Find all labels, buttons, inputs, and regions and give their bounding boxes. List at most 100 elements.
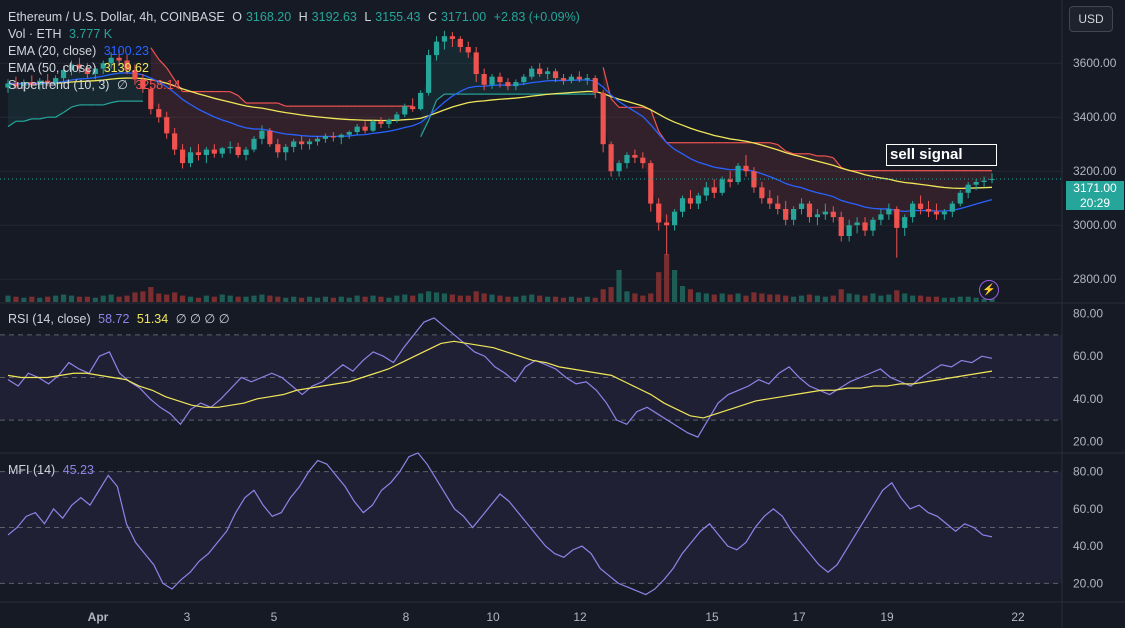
volume-bar	[965, 296, 971, 302]
supertrend-fill	[817, 155, 826, 216]
price-axis-label: 2800.00	[1073, 272, 1117, 286]
volume-bar	[481, 293, 487, 302]
volume-bar	[910, 295, 916, 302]
supertrend-fill	[960, 170, 969, 199]
volume-bar	[878, 295, 884, 302]
supertrend-segment	[7, 120, 17, 128]
volume-bar	[568, 296, 575, 302]
candle-body	[275, 144, 281, 153]
volume-legend[interactable]: Vol · ETH 3.777 K	[8, 26, 116, 43]
candle-body	[156, 109, 162, 118]
volume-bar	[679, 286, 686, 302]
supertrend-fill	[801, 153, 810, 211]
volume-bar	[402, 294, 408, 302]
supertrend-fill	[47, 80, 56, 118]
candle-body	[251, 138, 257, 150]
supertrend-fill	[872, 170, 881, 226]
candle-body	[68, 64, 75, 70]
candle-body	[172, 133, 178, 150]
mfi-legend[interactable]: MFI (14) 45.23	[8, 462, 98, 479]
candle-body	[338, 134, 344, 138]
volume-bar	[84, 296, 90, 302]
volume-bar	[719, 293, 725, 302]
candle-body	[695, 195, 701, 204]
symbol-title[interactable]: Ethereum / U.S. Dollar, 4h, COINBASE	[8, 10, 225, 24]
supertrend-fill	[690, 142, 699, 201]
ema50-label: EMA (50, close)	[8, 61, 97, 75]
volume-bar	[306, 296, 313, 302]
supertrend-fill	[301, 106, 310, 143]
candle-body	[402, 106, 408, 115]
sell-signal-annotation[interactable]: sell signal	[886, 144, 997, 166]
volume-bar	[140, 291, 146, 302]
candle-body	[814, 214, 821, 218]
candle-body	[854, 222, 860, 226]
rsi-axis-label: 60.00	[1073, 349, 1103, 363]
volume-bar	[132, 292, 138, 302]
close-value: 3171.00	[441, 10, 487, 24]
volume-bar	[100, 295, 106, 302]
supertrend-segment	[777, 144, 787, 152]
supertrend-fill	[444, 37, 453, 95]
supertrend-fill	[206, 91, 215, 153]
candle-body	[124, 60, 130, 70]
rsi-legend[interactable]: RSI (14, close) 58.72 51.34 ∅ ∅ ∅ ∅	[8, 311, 234, 328]
volume-bar	[92, 297, 98, 302]
volume-bar	[425, 291, 432, 302]
candle-body	[21, 82, 27, 87]
bar-countdown: 20:29	[1066, 196, 1124, 210]
volume-bar	[164, 294, 170, 302]
candle-body	[870, 219, 876, 231]
volume-bar	[648, 293, 654, 302]
supertrend-fill	[134, 74, 143, 102]
rsi-axis-label: 20.00	[1073, 434, 1103, 448]
candle-body	[830, 211, 836, 218]
volume-bar	[21, 297, 27, 302]
mfi-axis-label: 40.00	[1073, 539, 1103, 553]
volume-bar	[703, 293, 709, 302]
candle-body	[521, 76, 527, 83]
ema20-legend[interactable]: EMA (20, close) 3100.23	[8, 43, 153, 60]
candle-body	[846, 225, 852, 236]
candle-body	[560, 78, 567, 81]
candle-body	[425, 55, 432, 93]
volume-bar	[846, 293, 852, 302]
volume-bar	[5, 295, 11, 302]
rsi-value: 58.72	[98, 312, 130, 326]
volume-bar	[124, 295, 130, 302]
volume-bar	[378, 296, 384, 302]
lightning-icon[interactable]: ⚡	[979, 280, 999, 300]
candle-body	[259, 130, 265, 139]
open-value: 3168.20	[245, 10, 292, 24]
ema50-legend[interactable]: EMA (50, close) 3139.62	[8, 60, 153, 77]
supertrend-fill	[682, 142, 691, 205]
candle-body	[568, 76, 575, 81]
rsi-series-line	[7, 340, 993, 419]
volume-bar	[291, 296, 297, 302]
volume-bar	[886, 294, 892, 302]
supertrend-fill	[793, 153, 802, 215]
candle-body	[537, 68, 543, 74]
supertrend-segment	[63, 106, 72, 113]
ohlc-legend: Ethereum / U.S. Dollar, 4h, COINBASE O 31…	[8, 9, 584, 26]
supertrend-legend[interactable]: Supertrend (10, 3) ∅ 3258.14	[8, 77, 185, 94]
volume-bar	[251, 295, 257, 302]
candle-body	[473, 52, 479, 74]
currency-button[interactable]: USD	[1069, 6, 1113, 32]
candle-body	[822, 211, 828, 215]
supertrend-fill	[841, 167, 850, 231]
supertrend-fill	[103, 60, 112, 105]
volume-bar	[354, 295, 360, 302]
candle-body	[798, 203, 805, 209]
candle-body	[132, 69, 138, 80]
supertrend-value: 3258.14	[135, 78, 181, 92]
time-axis-label: Apr	[88, 610, 109, 624]
supertrend-fill	[460, 42, 469, 95]
supertrend-fill	[825, 155, 834, 215]
supertrend-fill	[230, 91, 239, 151]
supertrend-fill	[865, 170, 873, 227]
candle-body	[862, 222, 868, 231]
supertrend-fill	[722, 142, 731, 187]
rsi-label: RSI (14, close)	[8, 312, 91, 326]
